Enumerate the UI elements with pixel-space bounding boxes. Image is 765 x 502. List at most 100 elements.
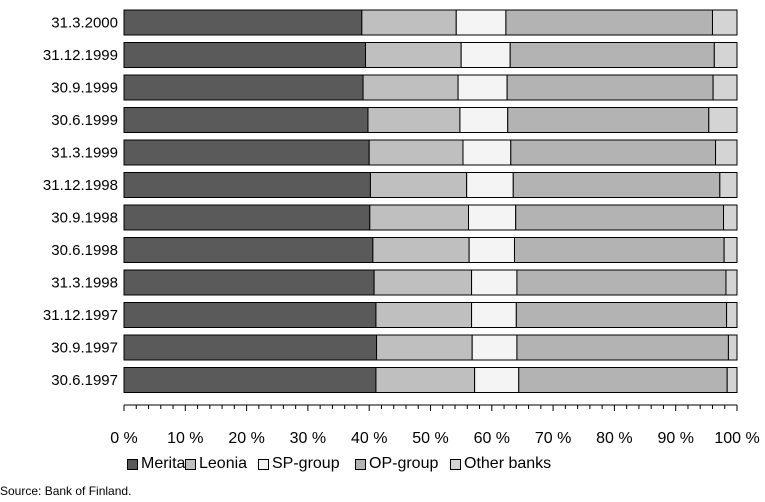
category-label: 31.12.1997 (43, 307, 118, 324)
bar-segment-other-banks (712, 74, 738, 101)
legend-label: SP-group (272, 455, 340, 472)
x-tick-label: 10 % (167, 430, 203, 447)
bar-segment-leonia (361, 9, 457, 36)
legend-item: Leonia (185, 455, 247, 473)
bar-segment-merita (123, 107, 369, 133)
legend-swatch (355, 458, 366, 470)
bar-segment-leonia (362, 74, 459, 101)
category-label: 31.12.1999 (43, 47, 118, 64)
bar-segment-merita (123, 237, 374, 263)
bar-segment-other-banks (708, 107, 738, 133)
x-tick-label: 60 % (474, 430, 510, 447)
x-tick-label: 30 % (290, 430, 326, 447)
source-note: Source: Bank of Finland. (0, 484, 132, 498)
bar-segment-sp-group (466, 172, 514, 198)
bar-segment-other-banks (723, 237, 738, 263)
bar-segment-merita (123, 42, 367, 68)
stacked-bar-chart: 31.3.2000 31.12.1999 30.9.1999 30.6.1999 31.… (43, 9, 760, 447)
bar-segment-op-group (507, 107, 710, 133)
category-labels: 31.3.2000 31.12.1999 30.9.1999 30.6.1999 31.… (43, 15, 118, 390)
bar-segment-other-banks (727, 334, 738, 361)
bar-segment-sp-group (468, 204, 517, 231)
x-axis: 0 % 10 % 20 % 30 % 40 % 50 % 60 % 70 % 80 % 90 % 1… (110, 404, 760, 447)
bar-segment-merita (123, 367, 377, 393)
legend: Merita Leonia SP-group OP-group Other banks (0, 455, 765, 477)
bar-segment-other-banks (711, 9, 738, 36)
bar-segment-leonia (375, 302, 473, 328)
legend-item: OP-group (355, 455, 438, 473)
category-label: 31.3.1998 (51, 275, 118, 292)
bar-segment-merita (123, 334, 378, 361)
bar-segment-sp-group (457, 74, 508, 101)
bar-area (123, 9, 738, 393)
x-tick-label: 0 % (110, 430, 138, 447)
bar-segment-merita (123, 204, 371, 231)
bar-segment-op-group (516, 269, 727, 296)
bar-segment-leonia (373, 269, 473, 296)
bar-segment-leonia (367, 107, 461, 133)
x-tick-label: 50 % (412, 430, 448, 447)
bar-segment-op-group (512, 172, 721, 198)
bar-segment-sp-group (471, 269, 518, 296)
bar-segment-other-banks (719, 172, 738, 198)
bar-segment-op-group (509, 42, 715, 68)
bar-segment-sp-group (474, 367, 520, 393)
bar-segment-sp-group (459, 107, 509, 133)
bar-segment-other-banks (725, 269, 738, 296)
legend-label: Merita (141, 455, 186, 472)
bar-segment-op-group (515, 204, 725, 231)
bar-segment-other-banks (723, 204, 738, 231)
bar-segment-leonia (376, 334, 473, 361)
bar-segment-merita (123, 269, 375, 296)
legend-swatch (258, 458, 269, 470)
legend-label: OP-group (369, 455, 439, 472)
bar-segment-merita (123, 302, 377, 328)
bar-segment-merita (123, 172, 371, 198)
x-tick-label: 70 % (535, 430, 571, 447)
bar-segment-leonia (375, 367, 476, 393)
legend-label: Leonia (199, 455, 248, 472)
bar-segment-sp-group (471, 302, 517, 328)
bar-segment-sp-group (468, 237, 515, 263)
bar-segment-leonia (365, 42, 462, 68)
category-label: 30.9.1998 (51, 210, 118, 227)
legend-swatch (450, 458, 461, 470)
x-tick-label: 20 % (228, 430, 264, 447)
bar-segment-op-group (505, 9, 713, 36)
x-tick-label: 40 % (351, 430, 387, 447)
bar-segment-other-banks (713, 42, 738, 68)
legend-swatch (185, 458, 196, 470)
bar-segment-op-group (516, 334, 729, 361)
bar-segment-merita (123, 74, 364, 101)
bar-segment-sp-group (455, 9, 507, 36)
category-label: 31.12.1998 (43, 177, 118, 194)
bar-segment-other-banks (726, 302, 738, 328)
category-label: 30.9.1999 (51, 80, 118, 97)
x-tick-label: 80 % (596, 430, 632, 447)
legend-item: Other banks (450, 455, 551, 473)
bar-segment-sp-group (462, 139, 512, 166)
bar-segment-other-banks (726, 367, 738, 393)
legend-item: SP-group (258, 455, 340, 473)
category-label: 30.6.1998 (51, 242, 118, 259)
category-label: 30.6.1997 (51, 372, 118, 389)
category-label: 31.3.1999 (51, 145, 118, 162)
bar-segment-op-group (515, 302, 728, 328)
bar-segment-op-group (518, 367, 728, 393)
bar-segment-sp-group (460, 42, 511, 68)
bar-segment-other-banks (715, 139, 738, 166)
category-label: 30.9.1997 (51, 340, 118, 357)
x-tick-label: 100 % (714, 430, 759, 447)
bar-segment-leonia (368, 139, 464, 166)
x-tick-label: 90 % (657, 430, 693, 447)
bar-segment-leonia (369, 204, 470, 231)
bar-segment-sp-group (471, 334, 518, 361)
legend-swatch (127, 458, 138, 470)
bar-segment-op-group (506, 74, 714, 101)
category-label: 31.3.2000 (51, 15, 118, 32)
bar-segment-leonia (369, 172, 468, 198)
legend-label: Other banks (464, 455, 552, 472)
bar-segment-merita (123, 139, 370, 166)
bar-segment-op-group (513, 237, 725, 263)
bar-segment-leonia (372, 237, 470, 263)
